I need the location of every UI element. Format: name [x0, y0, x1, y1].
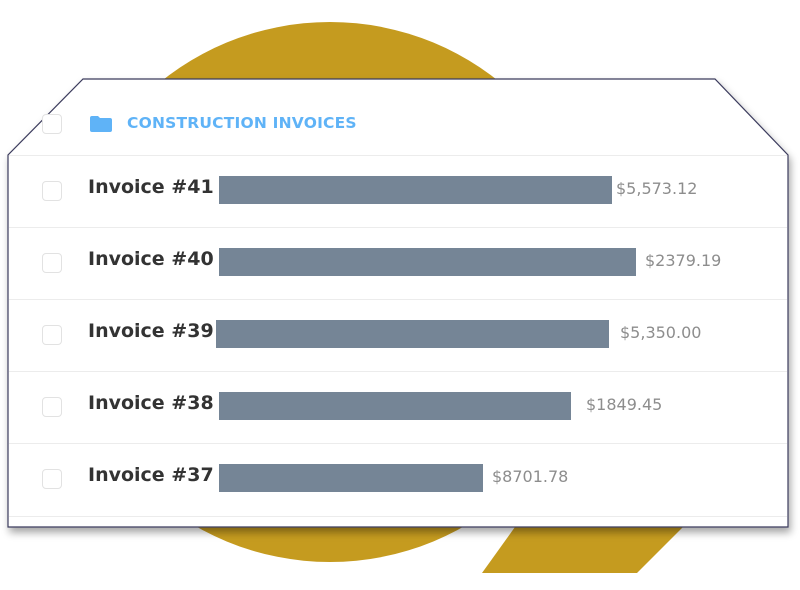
folder-icon — [90, 116, 112, 132]
folder-title: CONSTRUCTION INVOICES — [127, 114, 357, 132]
invoice-label: Invoice #39 - — [88, 320, 229, 342]
redacted-bar — [219, 248, 636, 276]
gold-parallelogram — [482, 520, 690, 573]
invoice-label: Invoice #41 - — [88, 176, 229, 198]
select-all-checkbox[interactable] — [42, 114, 62, 134]
invoice-label: Invoice #37 - — [88, 464, 229, 486]
invoice-amount: $1849.45 — [586, 395, 663, 414]
redacted-bar — [216, 320, 609, 348]
invoice-row[interactable]: Invoice #39 - $5,350.00 — [9, 299, 787, 372]
list-header: CONSTRUCTION INVOICES — [9, 80, 787, 155]
redacted-bar — [219, 464, 483, 492]
row-checkbox[interactable] — [42, 253, 62, 273]
redacted-bar — [219, 176, 612, 204]
row-checkbox[interactable] — [42, 181, 62, 201]
invoice-amount: $2379.19 — [645, 251, 722, 270]
invoice-amount: $5,350.00 — [620, 323, 702, 342]
invoice-label: Invoice #40 - — [88, 248, 229, 270]
row-checkbox[interactable] — [42, 325, 62, 345]
row-checkbox[interactable] — [42, 469, 62, 489]
invoice-row[interactable]: Invoice #41 - $5,573.12 — [9, 155, 787, 228]
row-checkbox[interactable] — [42, 397, 62, 417]
invoice-amount: $8701.78 — [492, 467, 569, 486]
invoice-amount: $5,573.12 — [616, 179, 698, 198]
invoice-row[interactable]: Invoice #40 - $2379.19 — [9, 227, 787, 300]
invoice-label: Invoice #38 - — [88, 392, 229, 414]
invoice-row[interactable]: Invoice #38 - $1849.45 — [9, 371, 787, 444]
redacted-bar — [219, 392, 571, 420]
invoice-list: CONSTRUCTION INVOICES Invoice #41 - $5,5… — [9, 80, 787, 526]
invoice-row[interactable]: Invoice #37 - $8701.78 — [9, 443, 787, 517]
